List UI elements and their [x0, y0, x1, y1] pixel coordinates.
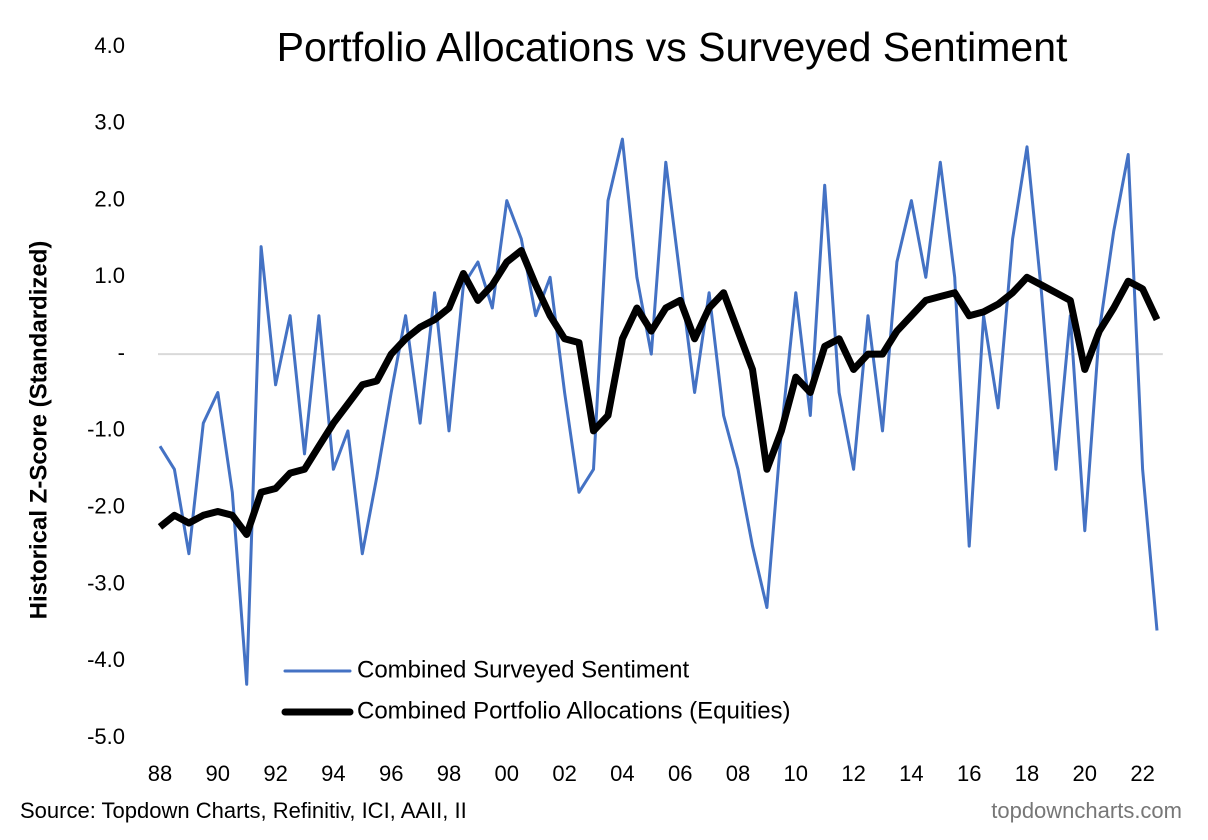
x-tick-label: 96: [379, 761, 403, 786]
legend-label: Combined Surveyed Sentiment: [357, 656, 690, 683]
y-tick-label: -: [118, 340, 125, 365]
series-line: [157, 247, 1161, 538]
y-tick-label: -1.0: [87, 417, 125, 442]
y-axis-label: Historical Z-Score (Standardized): [25, 241, 52, 620]
chart-title: Portfolio Allocations vs Surveyed Sentim…: [277, 24, 1068, 70]
source-note: Source: Topdown Charts, Refinitiv, ICI, …: [20, 798, 467, 823]
y-tick-label: -4.0: [87, 647, 125, 672]
x-tick-label: 90: [206, 761, 230, 786]
x-tick-label: 04: [610, 761, 634, 786]
x-tick-label: 02: [552, 761, 576, 786]
x-tick-label: 14: [899, 761, 923, 786]
y-tick-label: 3.0: [94, 110, 125, 135]
x-tick-label: 12: [841, 761, 865, 786]
x-tick-label: 20: [1073, 761, 1097, 786]
legend-label: Combined Portfolio Allocations (Equities…: [357, 697, 791, 724]
y-tick-label: 4.0: [94, 33, 125, 58]
y-tick-label: -3.0: [87, 570, 125, 595]
x-tick-label: 22: [1130, 761, 1154, 786]
x-tick-label: 16: [957, 761, 981, 786]
y-tick-label: -5.0: [87, 724, 125, 749]
y-tick-label: 1.0: [94, 263, 125, 288]
x-tick-label: 18: [1015, 761, 1039, 786]
x-tick-label: 00: [495, 761, 519, 786]
watermark: topdowncharts.com: [991, 798, 1182, 823]
x-tick-label: 98: [437, 761, 461, 786]
y-tick-label: 2.0: [94, 186, 125, 211]
x-tick-label: 92: [263, 761, 287, 786]
x-tick-label: 10: [784, 761, 808, 786]
x-tick-label: 06: [668, 761, 692, 786]
series-line: [158, 137, 1159, 686]
x-tick-label: 94: [321, 761, 345, 786]
x-tick-label: 08: [726, 761, 750, 786]
y-tick-label: -2.0: [87, 493, 125, 518]
x-tick-label: 88: [148, 761, 172, 786]
